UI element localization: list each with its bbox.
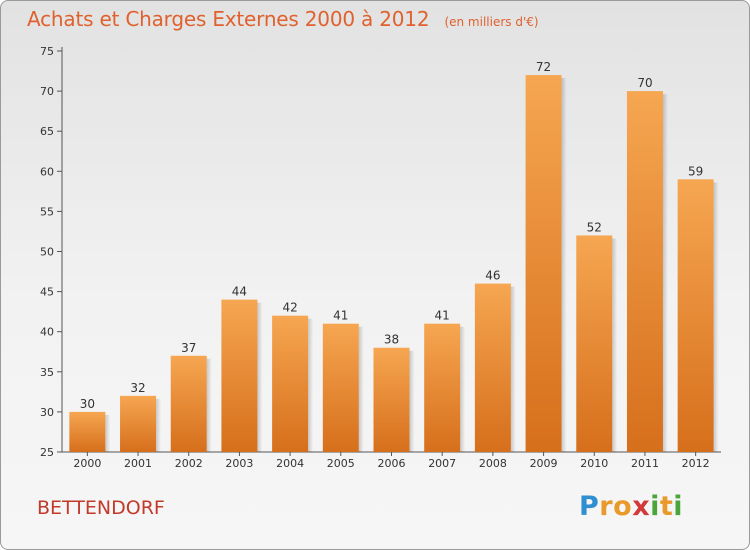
logo-letter: i bbox=[673, 491, 684, 522]
logo-letter: o bbox=[613, 491, 633, 522]
data-label: 37 bbox=[181, 341, 196, 355]
x-tick-label: 2005 bbox=[327, 457, 355, 470]
bar-shadow bbox=[358, 326, 364, 452]
y-tick-label: 25 bbox=[40, 446, 54, 459]
x-tick-label: 2002 bbox=[175, 457, 203, 470]
y-tick-label: 30 bbox=[40, 406, 54, 419]
y-tick-label: 65 bbox=[40, 125, 54, 138]
bar bbox=[474, 283, 511, 452]
bar-shadow bbox=[156, 398, 162, 452]
y-tick-label: 50 bbox=[40, 246, 54, 259]
y-tick-label: 45 bbox=[40, 286, 54, 299]
logo-letter: P bbox=[579, 491, 600, 522]
x-tick-label: 2007 bbox=[428, 457, 456, 470]
bar bbox=[69, 411, 106, 452]
data-label: 41 bbox=[435, 309, 450, 323]
data-label: 52 bbox=[587, 220, 602, 234]
data-label: 70 bbox=[637, 76, 652, 90]
bar bbox=[272, 315, 309, 452]
x-tick-label: 2010 bbox=[580, 457, 608, 470]
data-label: 44 bbox=[232, 285, 247, 299]
data-label: 46 bbox=[485, 269, 500, 283]
x-tick-label: 2011 bbox=[631, 457, 659, 470]
data-label: 32 bbox=[130, 381, 145, 395]
bar bbox=[525, 75, 562, 452]
bar-shadow bbox=[713, 182, 719, 452]
data-label: 72 bbox=[536, 60, 551, 74]
chart-title: Achats et Charges Externes 2000 à 2012 (… bbox=[27, 7, 539, 31]
bar bbox=[626, 91, 663, 452]
y-tick-label: 40 bbox=[40, 326, 54, 339]
x-tick-label: 2006 bbox=[378, 457, 406, 470]
x-tick-label: 2008 bbox=[479, 457, 507, 470]
bar-shadow bbox=[662, 94, 668, 452]
y-tick-label: 70 bbox=[40, 85, 54, 98]
bar-shadow bbox=[308, 318, 314, 452]
bar-shadow bbox=[510, 286, 516, 452]
x-tick-label: 2004 bbox=[276, 457, 304, 470]
bar bbox=[576, 235, 613, 452]
bar-shadow bbox=[561, 78, 567, 452]
y-tick-label: 60 bbox=[40, 165, 54, 178]
data-label: 41 bbox=[333, 309, 348, 323]
logo-letter: t bbox=[659, 491, 674, 522]
bar-shadow bbox=[257, 302, 263, 452]
bar bbox=[120, 395, 157, 452]
bar bbox=[170, 355, 207, 452]
bar-shadow bbox=[206, 358, 212, 452]
x-tick-label: 2009 bbox=[530, 457, 558, 470]
bar bbox=[221, 299, 258, 452]
y-tick-label: 75 bbox=[40, 45, 54, 58]
y-tick-label: 55 bbox=[40, 205, 54, 218]
chart-title-text: Achats et Charges Externes 2000 à 2012 bbox=[27, 7, 430, 31]
bar-shadow bbox=[460, 326, 466, 452]
commune-name: BETTENDORF bbox=[37, 497, 165, 519]
bar bbox=[322, 323, 359, 452]
bar-shadow bbox=[612, 238, 618, 452]
proxiti-logo: Proxiti bbox=[579, 491, 683, 522]
y-tick-label: 35 bbox=[40, 366, 54, 379]
bar bbox=[373, 347, 410, 452]
bar-shadow bbox=[105, 414, 111, 452]
bar-shadow bbox=[409, 350, 415, 452]
x-tick-label: 2000 bbox=[73, 457, 101, 470]
logo-letter: x bbox=[632, 491, 651, 522]
x-tick-label: 2003 bbox=[225, 457, 253, 470]
bar bbox=[424, 323, 461, 452]
chart-unit: (en milliers d'€) bbox=[444, 15, 539, 29]
logo-letter: i bbox=[650, 491, 660, 522]
data-label: 59 bbox=[688, 164, 703, 178]
x-tick-label: 2001 bbox=[124, 457, 152, 470]
data-label: 38 bbox=[384, 333, 399, 347]
bar bbox=[677, 179, 714, 452]
data-label: 30 bbox=[80, 397, 95, 411]
data-label: 42 bbox=[282, 301, 297, 315]
x-tick-label: 2012 bbox=[682, 457, 710, 470]
logo-letter: r bbox=[599, 491, 614, 522]
